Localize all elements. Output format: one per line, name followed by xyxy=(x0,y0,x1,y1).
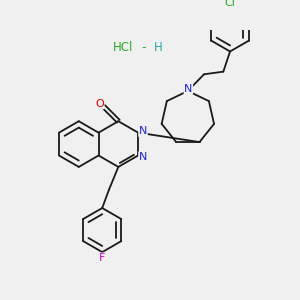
Text: N: N xyxy=(139,126,147,136)
Text: -: - xyxy=(141,41,146,54)
Text: Cl: Cl xyxy=(225,0,236,8)
Text: O: O xyxy=(95,99,104,109)
Text: N: N xyxy=(139,152,147,162)
Text: HCl: HCl xyxy=(113,41,133,54)
Text: H: H xyxy=(154,41,162,54)
Text: N: N xyxy=(184,84,193,94)
Text: F: F xyxy=(99,253,105,263)
